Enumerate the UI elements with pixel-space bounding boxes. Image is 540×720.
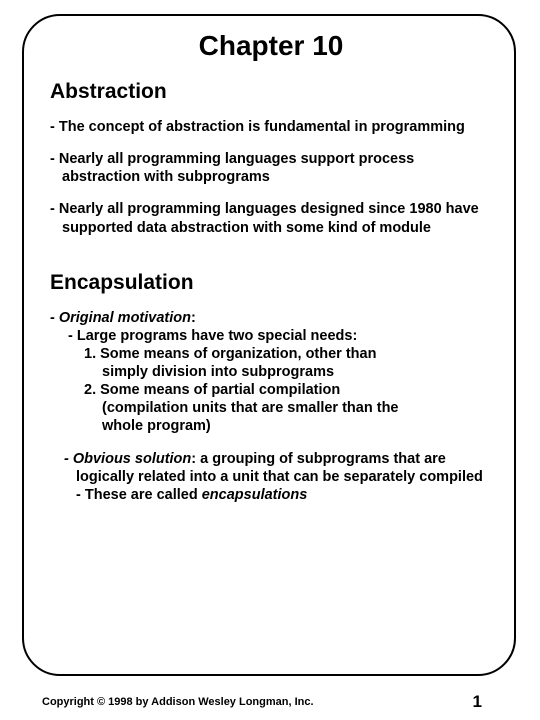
page-number: 1	[473, 692, 482, 712]
bullet-item: - Nearly all programming languages desig…	[50, 200, 492, 236]
solution-sub-text: - These are called	[76, 487, 202, 503]
footer: Copyright © 1998 by Addison Wesley Longm…	[0, 692, 540, 712]
solution-lead: - Obvious solution	[64, 451, 191, 467]
motivation-colon: :	[191, 310, 196, 326]
slide-frame: Chapter 10 Abstraction - The concept of …	[22, 14, 516, 676]
solution-sub-em: encapsulations	[202, 487, 308, 503]
section-title-abstraction: Abstraction	[50, 80, 492, 104]
bullet-solution: - Obvious solution: a grouping of subpro…	[50, 450, 492, 486]
bullet-item: - The concept of abstraction is fundamen…	[50, 118, 492, 136]
motivation-lead: - Original motivation	[50, 310, 191, 326]
bullet-item: - Nearly all programming languages suppo…	[50, 150, 492, 186]
motivation-item-2a: 2. Some means of partial compilation	[50, 381, 492, 399]
motivation-item-2b: (compilation units that are smaller than…	[50, 399, 492, 417]
solution-sub: - These are called encapsulations	[50, 486, 492, 504]
chapter-title: Chapter 10	[50, 30, 492, 62]
motivation-item-1a: 1. Some means of organization, other tha…	[50, 345, 492, 363]
motivation-sub: - Large programs have two special needs:	[50, 327, 492, 345]
copyright-text: Copyright © 1998 by Addison Wesley Longm…	[42, 696, 314, 708]
section-title-encapsulation: Encapsulation	[50, 271, 492, 295]
motivation-item-1b: simply division into subprograms	[50, 363, 492, 381]
bullet-motivation: - Original motivation:	[50, 309, 492, 327]
motivation-item-2c: whole program)	[50, 417, 492, 435]
